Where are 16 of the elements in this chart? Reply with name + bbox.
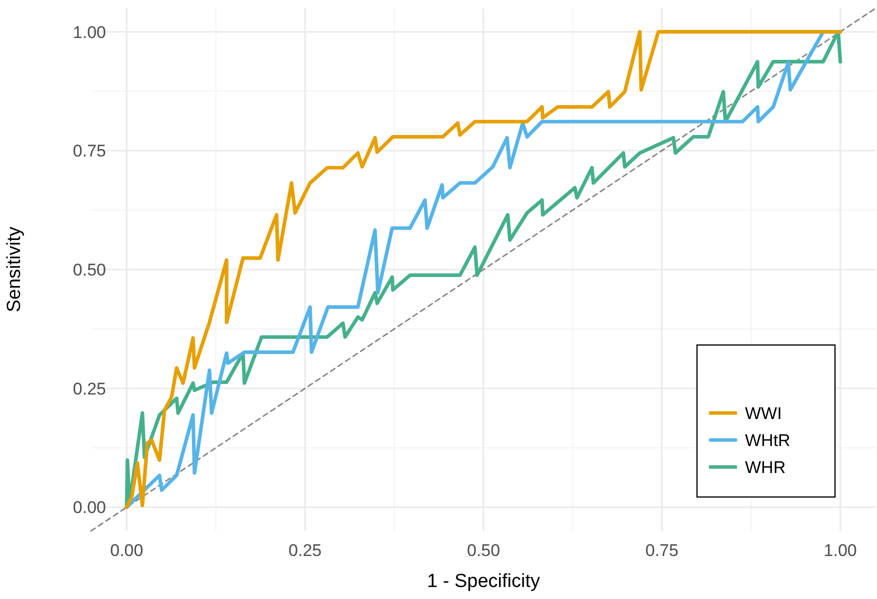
line-series [124,30,842,510]
x-tick-label: 0.50 [466,541,500,560]
y-tick-label: 1.00 [72,22,106,42]
x-axis-title: 1 - Specificity [427,571,540,592]
legend-label: WHR [745,458,786,477]
x-tick-label: 0.00 [110,541,144,560]
x-tick-label: 0.25 [288,541,322,560]
y-tick-label: 0.00 [72,498,106,518]
x-tick-label: 1.00 [824,541,857,560]
legend-label: WHtR [745,431,790,450]
x-tick-label: 0.75 [645,541,678,560]
y-tick-label: 0.25 [72,379,106,398]
legend-label: WWI [745,404,782,423]
y-tick-label: 0.75 [72,142,106,161]
y-tick-label: 0.50 [72,260,106,280]
y-axis-title: Sensitivity [4,226,25,312]
